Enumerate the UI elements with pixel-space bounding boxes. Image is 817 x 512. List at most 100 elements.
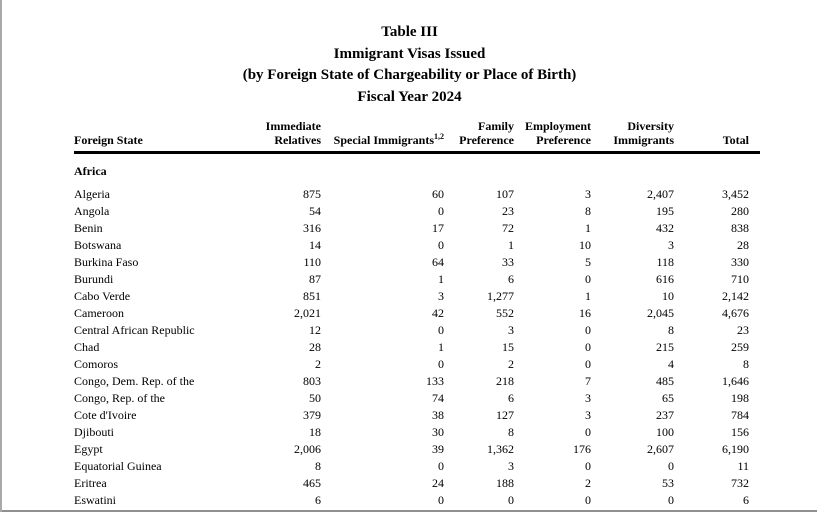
total-cell: 8 bbox=[743, 357, 749, 371]
table-row: Comoros 2 0 2 0 4 8 bbox=[74, 356, 760, 373]
diversity-immigrants-cell: 616 bbox=[656, 272, 674, 286]
diversity-immigrants-cell: 237 bbox=[656, 408, 674, 422]
special-immigrants-cell: 0 bbox=[438, 357, 444, 371]
table-subject-title: Immigrant Visas Issued bbox=[333, 45, 486, 62]
family-preference-cell: 552 bbox=[496, 306, 514, 320]
immediate-relatives-cell: 2,006 bbox=[294, 442, 321, 456]
table-row: Botswana 14 0 1 10 3 28 bbox=[74, 237, 760, 254]
employment-preference-cell: 1 bbox=[585, 221, 591, 235]
special-immigrants-cell: 1 bbox=[438, 340, 444, 354]
table-row: Algeria 875 60 107 3 2,407 3,452 bbox=[74, 186, 760, 203]
region-section-header: Africa bbox=[74, 164, 107, 178]
column-header-immediate-relatives: Immediate Relatives bbox=[264, 119, 332, 154]
total-cell: 784 bbox=[731, 408, 749, 422]
family-preference-cell: 1 bbox=[508, 238, 514, 252]
table-row: Burkina Faso 110 64 33 5 118 330 bbox=[74, 254, 760, 271]
special-immigrants-cell: 30 bbox=[432, 425, 444, 439]
special-immigrants-cell: 0 bbox=[438, 204, 444, 218]
country-name-cell: Equatorial Guinea bbox=[74, 459, 162, 473]
country-name-cell: Cote d'Ivoire bbox=[74, 408, 137, 422]
country-name-cell: Botswana bbox=[74, 238, 122, 252]
special-immigrants-cell: 0 bbox=[438, 459, 444, 473]
footnote-marker: 1,2 bbox=[434, 132, 444, 141]
special-immigrants-cell: 64 bbox=[432, 255, 444, 269]
immediate-relatives-cell: 12 bbox=[309, 323, 321, 337]
table-row: Chad 28 1 15 0 215 259 bbox=[74, 339, 760, 356]
employment-preference-cell: 1 bbox=[585, 289, 591, 303]
diversity-immigrants-cell: 10 bbox=[662, 289, 674, 303]
country-name-cell: Algeria bbox=[74, 187, 110, 201]
page-bottom-edge bbox=[2, 510, 817, 512]
employment-preference-cell: 10 bbox=[579, 238, 591, 252]
table-number-title: Table III bbox=[381, 24, 438, 40]
employment-preference-cell: 8 bbox=[585, 204, 591, 218]
column-header-total: Total bbox=[685, 119, 760, 154]
special-immigrants-cell: 0 bbox=[438, 323, 444, 337]
total-cell: 11 bbox=[737, 459, 749, 473]
immediate-relatives-cell: 379 bbox=[303, 408, 321, 422]
special-immigrants-cell: 60 bbox=[432, 187, 444, 201]
immediate-relatives-cell: 18 bbox=[309, 425, 321, 439]
column-header-diversity-immigrants: Diversity Immigrants bbox=[602, 119, 685, 154]
family-preference-cell: 33 bbox=[502, 255, 514, 269]
country-name-cell: Central African Republic bbox=[74, 323, 195, 337]
diversity-immigrants-cell: 2,407 bbox=[647, 187, 674, 201]
immigrant-visas-table: Foreign State Immediate Relatives Specia… bbox=[74, 119, 760, 509]
total-cell: 3,452 bbox=[722, 187, 749, 201]
family-preference-cell: 15 bbox=[502, 340, 514, 354]
employment-preference-cell: 0 bbox=[585, 323, 591, 337]
employment-preference-cell: 3 bbox=[585, 187, 591, 201]
employment-preference-cell: 5 bbox=[585, 255, 591, 269]
table-row: Central African Republic 12 0 3 0 8 23 bbox=[74, 322, 760, 339]
diversity-immigrants-cell: 8 bbox=[668, 323, 674, 337]
table-row: Equatorial Guinea 8 0 3 0 0 11 bbox=[74, 458, 760, 475]
total-cell: 6,190 bbox=[722, 442, 749, 456]
table-row: Djibouti 18 30 8 0 100 156 bbox=[74, 424, 760, 441]
country-name-cell: Egypt bbox=[74, 442, 103, 456]
table-row: Cabo Verde 851 3 1,277 1 10 2,142 bbox=[74, 288, 760, 305]
family-preference-cell: 127 bbox=[496, 408, 514, 422]
diversity-immigrants-cell: 118 bbox=[656, 255, 674, 269]
special-immigrants-cell: 42 bbox=[432, 306, 444, 320]
diversity-immigrants-cell: 65 bbox=[662, 391, 674, 405]
country-name-cell: Eritrea bbox=[74, 476, 107, 490]
table-row: Cameroon 2,021 42 552 16 2,045 4,676 bbox=[74, 305, 760, 322]
total-cell: 198 bbox=[731, 391, 749, 405]
immediate-relatives-cell: 28 bbox=[309, 340, 321, 354]
total-cell: 330 bbox=[731, 255, 749, 269]
fiscal-year-subtitle: Fiscal Year 2024 bbox=[357, 89, 462, 106]
total-cell: 838 bbox=[731, 221, 749, 235]
employment-preference-cell: 7 bbox=[585, 374, 591, 388]
diversity-immigrants-cell: 53 bbox=[662, 476, 674, 490]
family-preference-cell: 0 bbox=[508, 493, 514, 507]
diversity-immigrants-cell: 2,045 bbox=[647, 306, 674, 320]
region-section-row: Africa bbox=[74, 153, 760, 187]
table-row: Angola 54 0 23 8 195 280 bbox=[74, 203, 760, 220]
immediate-relatives-cell: 803 bbox=[303, 374, 321, 388]
family-preference-cell: 188 bbox=[496, 476, 514, 490]
family-preference-cell: 3 bbox=[508, 459, 514, 473]
employment-preference-cell: 3 bbox=[585, 391, 591, 405]
country-name-cell: Congo, Rep. of the bbox=[74, 391, 165, 405]
table-row: Congo, Dem. Rep. of the 803 133 218 7 48… bbox=[74, 373, 760, 390]
diversity-immigrants-cell: 2,607 bbox=[647, 442, 674, 456]
employment-preference-cell: 0 bbox=[585, 425, 591, 439]
column-header-foreign-state: Foreign State bbox=[74, 119, 264, 154]
country-name-cell: Angola bbox=[74, 204, 110, 218]
total-cell: 732 bbox=[731, 476, 749, 490]
employment-preference-cell: 0 bbox=[585, 493, 591, 507]
table-row: Eritrea 465 24 188 2 53 732 bbox=[74, 475, 760, 492]
immediate-relatives-cell: 2,021 bbox=[294, 306, 321, 320]
special-immigrants-cell: 0 bbox=[438, 493, 444, 507]
family-preference-cell: 107 bbox=[496, 187, 514, 201]
total-cell: 280 bbox=[731, 204, 749, 218]
total-cell: 4,676 bbox=[722, 306, 749, 320]
diversity-immigrants-cell: 485 bbox=[656, 374, 674, 388]
family-preference-cell: 6 bbox=[508, 391, 514, 405]
country-name-cell: Eswatini bbox=[74, 493, 116, 507]
diversity-immigrants-cell: 195 bbox=[656, 204, 674, 218]
family-preference-cell: 218 bbox=[496, 374, 514, 388]
special-immigrants-cell: 24 bbox=[432, 476, 444, 490]
special-immigrants-cell: 74 bbox=[432, 391, 444, 405]
diversity-immigrants-cell: 215 bbox=[656, 340, 674, 354]
